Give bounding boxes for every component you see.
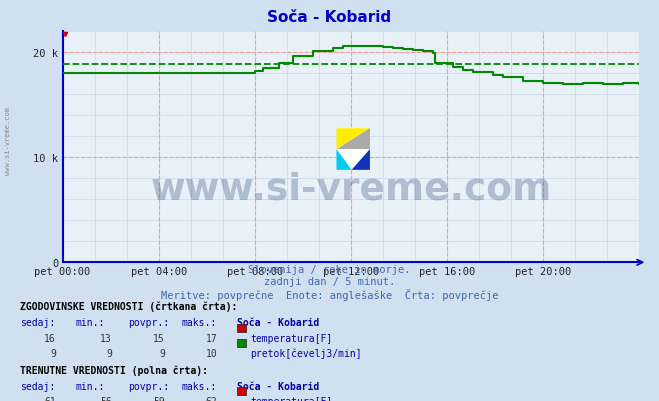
- Polygon shape: [337, 129, 370, 150]
- Text: 9: 9: [159, 348, 165, 358]
- Text: TRENUTNE VREDNOSTI (polna črta):: TRENUTNE VREDNOSTI (polna črta):: [20, 364, 208, 375]
- Text: zadnji dan / 5 minut.: zadnji dan / 5 minut.: [264, 277, 395, 287]
- Text: Slovenija / reke in morje.: Slovenija / reke in morje.: [248, 265, 411, 275]
- Text: temperatura[F]: temperatura[F]: [250, 333, 333, 343]
- Text: min.:: min.:: [76, 318, 105, 328]
- Text: Meritve: povprečne  Enote: anglešaške  Črta: povprečje: Meritve: povprečne Enote: anglešaške Črt…: [161, 289, 498, 301]
- Text: 13: 13: [100, 333, 112, 343]
- Text: 15: 15: [153, 333, 165, 343]
- Text: temperatura[F]: temperatura[F]: [250, 396, 333, 401]
- Polygon shape: [337, 150, 351, 170]
- Text: maks.:: maks.:: [181, 381, 216, 391]
- Text: www.si-vreme.com: www.si-vreme.com: [150, 171, 552, 207]
- Text: www.si-vreme.com: www.si-vreme.com: [5, 106, 11, 174]
- Text: 61: 61: [44, 396, 56, 401]
- Text: sedaj:: sedaj:: [20, 381, 55, 391]
- Bar: [337, 129, 370, 170]
- Text: Soča - Kobarid: Soča - Kobarid: [237, 318, 320, 328]
- Text: povpr.:: povpr.:: [129, 381, 169, 391]
- Text: ZGODOVINSKE VREDNOSTI (črtkana črta):: ZGODOVINSKE VREDNOSTI (črtkana črta):: [20, 301, 237, 311]
- Text: Soča - Kobarid: Soča - Kobarid: [237, 381, 320, 391]
- Text: sedaj:: sedaj:: [20, 318, 55, 328]
- Text: 9: 9: [50, 348, 56, 358]
- Text: 59: 59: [153, 396, 165, 401]
- Text: 56: 56: [100, 396, 112, 401]
- Text: 9: 9: [106, 348, 112, 358]
- Polygon shape: [337, 129, 370, 150]
- Text: 17: 17: [206, 333, 217, 343]
- Text: min.:: min.:: [76, 381, 105, 391]
- Text: 10: 10: [206, 348, 217, 358]
- Text: 62: 62: [206, 396, 217, 401]
- Text: maks.:: maks.:: [181, 318, 216, 328]
- Text: pretok[čevelj3/min]: pretok[čevelj3/min]: [250, 348, 362, 358]
- Text: Soča - Kobarid: Soča - Kobarid: [268, 10, 391, 25]
- Text: 16: 16: [44, 333, 56, 343]
- Polygon shape: [351, 150, 370, 170]
- Text: povpr.:: povpr.:: [129, 318, 169, 328]
